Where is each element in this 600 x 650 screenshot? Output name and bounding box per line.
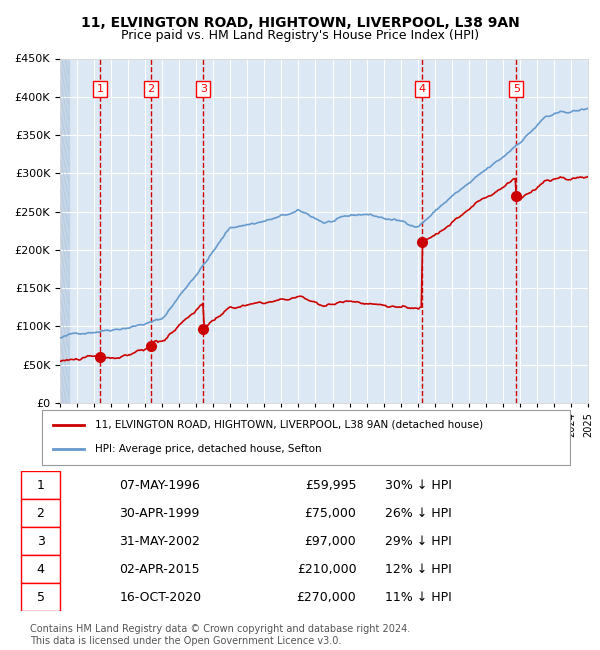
Text: 12% ↓ HPI: 12% ↓ HPI xyxy=(385,562,451,576)
Text: 2: 2 xyxy=(37,507,44,520)
FancyBboxPatch shape xyxy=(21,583,61,611)
Text: 30-APR-1999: 30-APR-1999 xyxy=(119,507,200,520)
Text: 11% ↓ HPI: 11% ↓ HPI xyxy=(385,590,451,603)
Text: Contains HM Land Registry data © Crown copyright and database right 2024.
This d: Contains HM Land Registry data © Crown c… xyxy=(30,624,410,645)
Text: 07-MAY-1996: 07-MAY-1996 xyxy=(119,478,200,491)
Text: £75,000: £75,000 xyxy=(305,507,356,520)
Text: 4: 4 xyxy=(37,562,44,576)
Text: £59,995: £59,995 xyxy=(305,478,356,491)
Text: 26% ↓ HPI: 26% ↓ HPI xyxy=(385,507,451,520)
Text: 5: 5 xyxy=(513,84,520,94)
Text: 2: 2 xyxy=(147,84,154,94)
Text: £97,000: £97,000 xyxy=(305,534,356,547)
FancyBboxPatch shape xyxy=(21,471,61,499)
FancyBboxPatch shape xyxy=(21,527,61,555)
FancyBboxPatch shape xyxy=(42,410,570,465)
Text: 3: 3 xyxy=(37,534,44,547)
Text: 02-APR-2015: 02-APR-2015 xyxy=(119,562,200,576)
Text: 29% ↓ HPI: 29% ↓ HPI xyxy=(385,534,451,547)
Text: 11, ELVINGTON ROAD, HIGHTOWN, LIVERPOOL, L38 9AN (detached house): 11, ELVINGTON ROAD, HIGHTOWN, LIVERPOOL,… xyxy=(95,420,483,430)
Text: 3: 3 xyxy=(200,84,207,94)
FancyBboxPatch shape xyxy=(21,555,61,583)
Text: 11, ELVINGTON ROAD, HIGHTOWN, LIVERPOOL, L38 9AN: 11, ELVINGTON ROAD, HIGHTOWN, LIVERPOOL,… xyxy=(80,16,520,31)
Text: 30% ↓ HPI: 30% ↓ HPI xyxy=(385,478,451,491)
Text: Price paid vs. HM Land Registry's House Price Index (HPI): Price paid vs. HM Land Registry's House … xyxy=(121,29,479,42)
Text: 31-MAY-2002: 31-MAY-2002 xyxy=(119,534,200,547)
Text: 1: 1 xyxy=(37,478,44,491)
Text: 5: 5 xyxy=(37,590,44,603)
Text: £210,000: £210,000 xyxy=(297,562,356,576)
Text: 4: 4 xyxy=(418,84,425,94)
Text: 1: 1 xyxy=(97,84,104,94)
Text: 16-OCT-2020: 16-OCT-2020 xyxy=(119,590,202,603)
Text: £270,000: £270,000 xyxy=(296,590,356,603)
Text: HPI: Average price, detached house, Sefton: HPI: Average price, detached house, Seft… xyxy=(95,445,322,454)
FancyBboxPatch shape xyxy=(21,499,61,527)
